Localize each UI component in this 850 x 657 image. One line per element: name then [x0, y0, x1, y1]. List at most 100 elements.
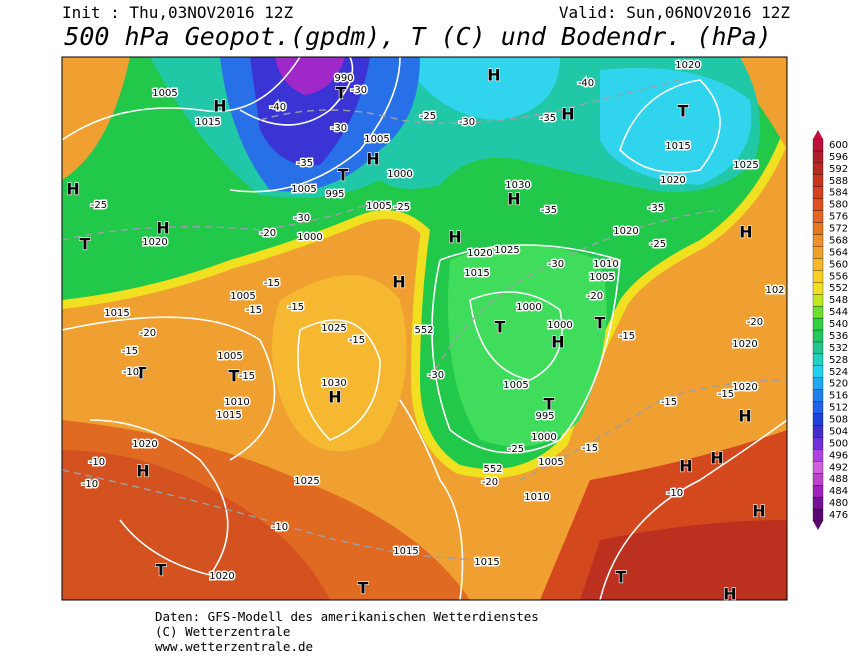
contour-label: 1020	[613, 226, 638, 237]
footer-line: Daten: GFS-Modell des amerikanischen Wet…	[155, 609, 539, 624]
colorbar-swatch	[812, 365, 824, 378]
contour-label: -15	[264, 278, 280, 289]
contour-label: 1015	[393, 546, 418, 557]
contour-label: 1000	[516, 302, 541, 313]
colorbar-swatch	[812, 473, 824, 486]
colorbar-label: 584	[829, 188, 848, 199]
pressure-center: H	[551, 333, 564, 352]
colorbar-label: 492	[829, 462, 848, 473]
contour-label: -15	[239, 371, 255, 382]
contour-label: -35	[540, 113, 556, 124]
colorbar-swatch	[812, 150, 824, 164]
pressure-center: T	[156, 561, 167, 580]
contour-label: 1010	[224, 397, 249, 408]
pressure-center: T	[338, 166, 349, 185]
contour-label: -25	[420, 111, 436, 122]
contour-label: -40	[270, 102, 286, 113]
colorbar-label: 504	[829, 426, 848, 437]
colorbar-swatch	[812, 485, 824, 498]
colorbar-swatch	[812, 210, 824, 223]
isobar	[229, 57, 401, 193]
contour-label: 1000	[387, 169, 412, 180]
contour-label: 995	[535, 411, 554, 422]
colorbar-label: 580	[829, 200, 848, 211]
contour-label: -15	[718, 389, 734, 400]
isobar	[431, 244, 621, 454]
isotherm	[62, 199, 381, 241]
colorbar-label: 600	[829, 140, 848, 151]
pressure-center: H	[136, 462, 149, 481]
colorbar-label: 508	[829, 415, 848, 426]
pressure-center: T	[544, 395, 555, 414]
pressure-center: H	[507, 190, 520, 209]
isobar	[239, 57, 354, 126]
contour-label: 1005	[152, 88, 177, 99]
contour-label: 1015	[474, 557, 499, 568]
colorbar-swatch	[812, 138, 824, 152]
isotherm	[429, 209, 721, 381]
contour-label: 1005	[538, 457, 563, 468]
pressure-center: H	[328, 388, 341, 407]
colorbar-label: 488	[829, 474, 848, 485]
footer-line: (C) Wetterzentrale	[155, 624, 290, 639]
warm-area	[720, 57, 787, 150]
colorbar-label: 532	[829, 343, 848, 354]
colorbar-label: 576	[829, 212, 848, 223]
contour-label: -30	[331, 123, 347, 134]
contour-label: 1025	[321, 323, 346, 334]
colorbar-label: 560	[829, 259, 848, 270]
contour-label: -35	[541, 205, 557, 216]
warm-area	[580, 520, 787, 600]
colorbar-swatch	[812, 461, 824, 474]
colorbar-swatch	[812, 198, 824, 211]
contour-label: 1030	[505, 180, 530, 191]
pressure-center: T	[358, 579, 369, 598]
pressure-center: H	[679, 457, 692, 476]
contour-label: 995	[325, 189, 344, 200]
contour-label: 1005	[217, 351, 242, 362]
pressure-center: H	[156, 219, 169, 238]
colorbar-swatch	[812, 449, 824, 462]
colorbar-label: 536	[829, 331, 848, 342]
cold-core	[275, 57, 345, 95]
contour-label: -10	[82, 479, 98, 490]
contour-label: -20	[587, 291, 603, 302]
contour-label: 1020	[675, 60, 700, 71]
warm-area	[62, 57, 130, 180]
colorbar-swatch	[812, 294, 824, 307]
contour-label: 1005	[291, 184, 316, 195]
colorbar-end	[813, 130, 823, 140]
contour-label: -25	[650, 239, 666, 250]
colorbar-label: 564	[829, 247, 848, 258]
contour-label: -35	[648, 203, 664, 214]
contour-label: -40	[578, 78, 594, 89]
colorbar-swatch	[812, 437, 824, 450]
pressure-center: H	[213, 97, 226, 116]
contour-label: 1000	[531, 432, 556, 443]
contour-label: 1005	[503, 380, 528, 391]
pressure-center: T	[80, 235, 91, 254]
contour-label: -15	[288, 302, 304, 313]
contour-label: 552	[483, 464, 502, 475]
contour-label: -20	[260, 228, 276, 239]
pressure-center: H	[739, 223, 752, 242]
contour-label: 1015	[464, 268, 489, 279]
contour-label: -25	[91, 200, 107, 211]
pressure-center: T	[678, 102, 689, 121]
isobar	[619, 79, 721, 174]
pressure-center: H	[392, 273, 405, 292]
colorbar-label: 516	[829, 391, 848, 402]
colorbar-swatch	[812, 413, 824, 426]
contour-label: 1020	[660, 175, 685, 186]
colorbar-label: 556	[829, 271, 848, 282]
colorbar-label: 480	[829, 498, 848, 509]
isobar	[297, 319, 381, 441]
pressure-center: H	[66, 180, 79, 199]
pressure-center: H	[448, 228, 461, 247]
isobar	[62, 57, 301, 141]
colorbar-swatch	[812, 270, 824, 283]
colorbar-label: 500	[829, 438, 848, 449]
colorbar-label: 540	[829, 319, 848, 330]
colorbar-swatch	[812, 341, 824, 355]
